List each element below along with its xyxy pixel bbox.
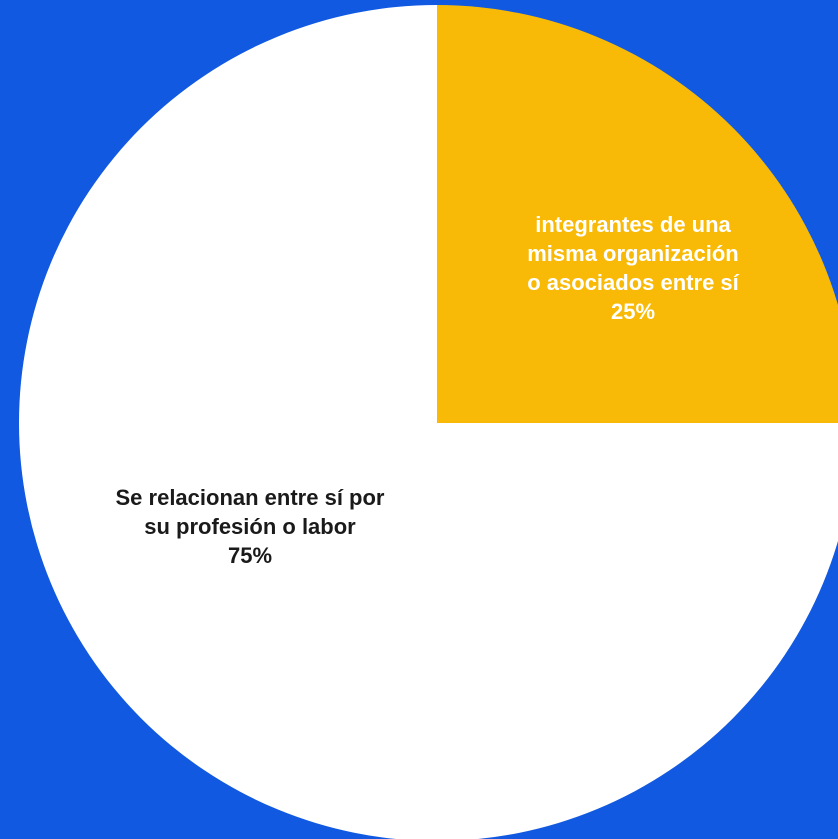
slice-label-2: Se relacionan entre sí por su profesión o…: [116, 485, 385, 568]
slice-labels: integrantes de una misma organización o as…: [116, 212, 740, 568]
pie-slice-2: [19, 5, 838, 839]
slice-label-1: integrantes de una misma organización o as…: [527, 212, 739, 324]
slice-label-line: Se relacionan entre sí por: [116, 485, 385, 510]
slice-value-label: 25%: [611, 299, 655, 324]
slice-label-line: misma organización: [527, 241, 739, 266]
pie-slices: [19, 5, 838, 839]
pie-slice-1: [437, 5, 838, 423]
slice-label-line: su profesión o labor: [144, 514, 356, 539]
slice-label-line: integrantes de una: [535, 212, 731, 237]
slice-label-line: o asociados entre sí: [527, 270, 739, 295]
slice-value-label: 75%: [228, 543, 272, 568]
